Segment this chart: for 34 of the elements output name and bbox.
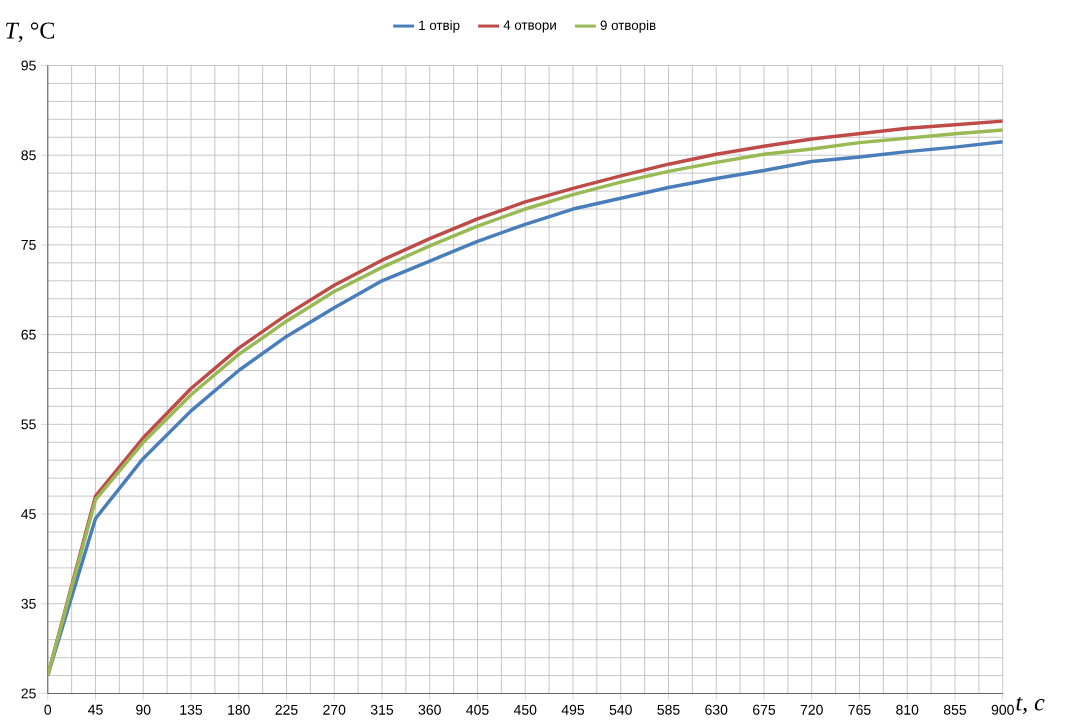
x-tick-label: 180: [228, 704, 250, 715]
x-tick-label: 810: [896, 704, 919, 715]
x-tick-label: 0: [44, 704, 52, 715]
legend-label: 4 отвори: [503, 20, 556, 33]
y-tick-label: 65: [21, 329, 36, 340]
x-tick-label: 540: [609, 704, 632, 715]
x-tick-label: 90: [136, 704, 151, 715]
x-tick-label: 135: [180, 704, 203, 715]
y-axis-title: T, °C: [6, 22, 55, 43]
x-tick-label: 675: [753, 704, 776, 715]
x-tick-label: 45: [88, 704, 103, 715]
y-tick-label: 55: [21, 419, 36, 430]
x-tick-label: 450: [513, 704, 537, 715]
y-tick-label: 75: [21, 240, 36, 250]
x-tick-label: 360: [418, 704, 441, 715]
x-tick-label: 720: [800, 704, 823, 715]
y-tick-label: 25: [21, 688, 36, 699]
x-tick-label: 315: [370, 704, 394, 715]
x-tick-label: 585: [657, 704, 680, 715]
y-tick-label: 95: [21, 60, 36, 71]
legend-label: 1 отвір: [419, 20, 460, 33]
x-tick-label: 855: [943, 704, 967, 715]
x-tick-label: 630: [705, 704, 728, 715]
x-tick-label: 495: [561, 704, 585, 715]
x-tick-label: 225: [275, 704, 298, 715]
x-tick-label: 405: [466, 704, 489, 715]
y-tick-label: 35: [21, 598, 36, 609]
x-axis-title: t, с: [1016, 696, 1045, 715]
x-tick-label: 270: [323, 704, 346, 715]
y-tick-label: 45: [21, 509, 36, 519]
x-tick-label: 765: [848, 704, 871, 715]
y-tick-label: 85: [21, 150, 36, 161]
x-tick-label: 900: [991, 704, 1014, 715]
legend-label: 9 отворів: [600, 20, 656, 33]
